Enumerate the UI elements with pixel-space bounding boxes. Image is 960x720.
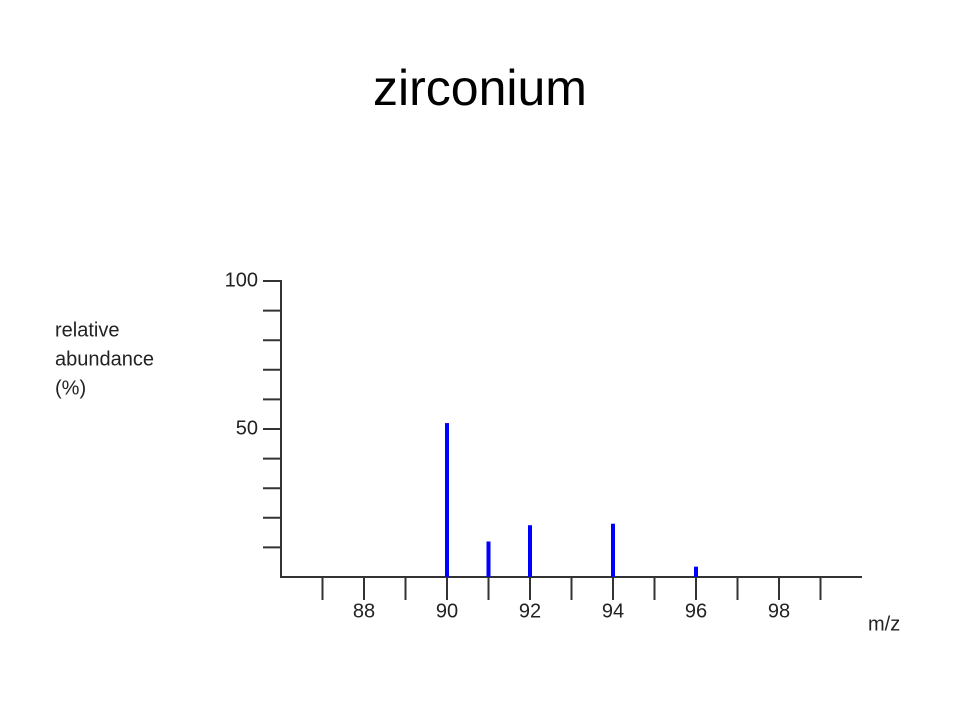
x-tick-label: 94 bbox=[602, 600, 624, 622]
x-tick-label: 90 bbox=[436, 600, 458, 622]
y-tick-label: 100 bbox=[225, 269, 258, 291]
x-tick-label: 98 bbox=[768, 600, 790, 622]
chart-title: zirconium bbox=[373, 60, 587, 116]
y-tick-label: 50 bbox=[236, 417, 258, 439]
peak bbox=[486, 541, 491, 577]
y-axis-label: (%) bbox=[55, 377, 86, 399]
peak bbox=[611, 523, 615, 577]
x-tick-label: 88 bbox=[353, 600, 375, 622]
x-tick-label: 92 bbox=[519, 600, 541, 622]
y-axis-label: abundance bbox=[55, 348, 154, 370]
x-axis-label: m/z bbox=[868, 613, 900, 635]
peak bbox=[694, 566, 698, 577]
peak bbox=[445, 423, 449, 577]
x-tick-label: 96 bbox=[685, 600, 707, 622]
peak bbox=[528, 525, 532, 577]
y-axis-label: relative bbox=[55, 319, 119, 341]
